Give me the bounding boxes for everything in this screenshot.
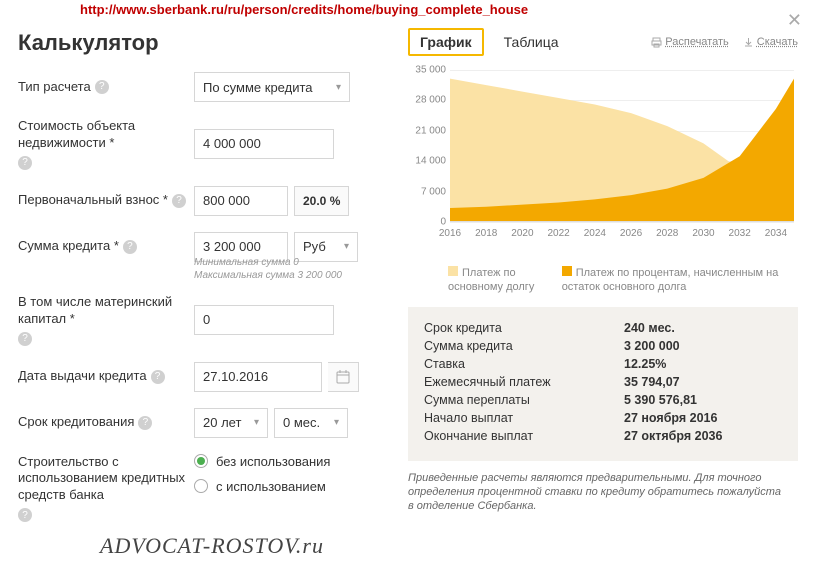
property-cost-label: Стоимость объекта недвижимости * ? bbox=[18, 118, 194, 170]
issue-date-input[interactable]: 27.10.2016 bbox=[194, 362, 322, 392]
down-payment-label: Первоначальный взнос * ? bbox=[18, 192, 194, 209]
print-link[interactable]: Распечатать bbox=[651, 36, 728, 48]
chart-legend: Платеж по основному долгу Платеж по проц… bbox=[408, 266, 798, 295]
currency-select[interactable]: Руб ▾ bbox=[294, 232, 358, 262]
summary-panel: Срок кредита240 мес. Сумма кредита3 200 … bbox=[408, 307, 798, 461]
construction-radio-on[interactable]: с использованием bbox=[194, 479, 330, 494]
help-icon[interactable]: ? bbox=[138, 416, 152, 430]
chevron-down-icon: ▾ bbox=[254, 417, 259, 428]
down-payment-percent: 20.0 % bbox=[294, 186, 349, 216]
printer-icon bbox=[651, 37, 662, 48]
chevron-down-icon: ▾ bbox=[336, 82, 341, 93]
construction-radio-off[interactable]: без использования bbox=[194, 454, 330, 469]
results-panel: График Таблица Распечатать Скачать 07 00… bbox=[400, 22, 816, 538]
tab-chart[interactable]: График bbox=[408, 28, 484, 56]
disclaimer-text: Приведенные расчеты являются предварител… bbox=[408, 471, 798, 514]
loan-amount-hints: Минимальная сумма 0 Максимальная сумма 3… bbox=[194, 256, 390, 282]
mat-capital-input[interactable]: 0 bbox=[194, 305, 334, 335]
help-icon[interactable]: ? bbox=[18, 156, 32, 170]
close-icon[interactable]: ✕ bbox=[787, 10, 802, 31]
payment-chart: 07 00014 00021 00028 00035 0002016201820… bbox=[408, 66, 798, 256]
help-icon[interactable]: ? bbox=[172, 194, 186, 208]
term-years-select[interactable]: 20 лет ▾ bbox=[194, 408, 268, 438]
issue-date-label: Дата выдачи кредита ? bbox=[18, 368, 194, 385]
help-icon[interactable]: ? bbox=[18, 332, 32, 346]
term-months-select[interactable]: 0 мес. ▾ bbox=[274, 408, 348, 438]
calendar-icon[interactable] bbox=[328, 362, 359, 392]
calc-type-label: Тип расчета ? bbox=[18, 79, 194, 96]
calculator-form: Калькулятор Тип расчета ? По сумме креди… bbox=[0, 22, 400, 538]
chevron-down-icon: ▾ bbox=[334, 417, 339, 428]
watermark-text: ADVOCAT-ROSTOV.ru bbox=[100, 533, 324, 559]
radio-icon bbox=[194, 479, 208, 493]
help-icon[interactable]: ? bbox=[151, 370, 165, 384]
radio-icon bbox=[194, 454, 208, 468]
download-icon bbox=[743, 37, 754, 48]
loan-amount-label: Сумма кредита * ? bbox=[18, 238, 194, 255]
term-label: Срок кредитования ? bbox=[18, 414, 194, 431]
construction-label: Строительство с использованием кредитных… bbox=[18, 454, 194, 523]
calc-type-select[interactable]: По сумме кредита ▾ bbox=[194, 72, 350, 102]
help-icon[interactable]: ? bbox=[18, 508, 32, 522]
download-link[interactable]: Скачать bbox=[743, 36, 798, 48]
tab-table[interactable]: Таблица bbox=[494, 30, 569, 54]
down-payment-input[interactable]: 800 000 bbox=[194, 186, 288, 216]
chevron-down-icon: ▾ bbox=[344, 241, 349, 252]
help-icon[interactable]: ? bbox=[123, 240, 137, 254]
property-cost-input[interactable]: 4 000 000 bbox=[194, 129, 334, 159]
mat-capital-label: В том числе материнский капитал * ? bbox=[18, 294, 194, 346]
page-title: Калькулятор bbox=[18, 30, 390, 56]
help-icon[interactable]: ? bbox=[95, 80, 109, 94]
source-url: http://www.sberbank.ru/ru/person/credits… bbox=[80, 2, 528, 17]
